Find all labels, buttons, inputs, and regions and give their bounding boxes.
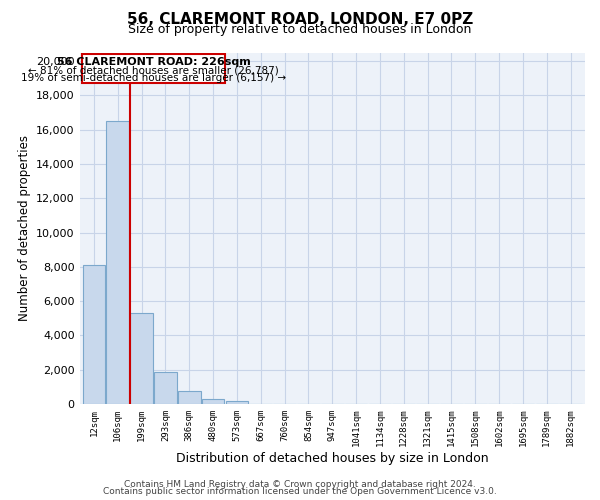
Bar: [226, 400, 248, 404]
Bar: [178, 390, 200, 404]
Bar: [83, 265, 105, 404]
Text: 56, CLAREMONT ROAD, LONDON, E7 0PZ: 56, CLAREMONT ROAD, LONDON, E7 0PZ: [127, 12, 473, 28]
FancyBboxPatch shape: [82, 54, 225, 84]
Bar: [154, 372, 177, 404]
Bar: [130, 313, 153, 404]
Y-axis label: Number of detached properties: Number of detached properties: [17, 135, 31, 321]
Bar: [106, 121, 129, 404]
Text: 19% of semi-detached houses are larger (6,157) →: 19% of semi-detached houses are larger (…: [21, 73, 286, 83]
Text: Contains public sector information licensed under the Open Government Licence v3: Contains public sector information licen…: [103, 488, 497, 496]
Text: Size of property relative to detached houses in London: Size of property relative to detached ho…: [128, 22, 472, 36]
Text: 56 CLAREMONT ROAD: 226sqm: 56 CLAREMONT ROAD: 226sqm: [56, 56, 250, 66]
Text: Contains HM Land Registry data © Crown copyright and database right 2024.: Contains HM Land Registry data © Crown c…: [124, 480, 476, 489]
Bar: [202, 399, 224, 404]
Text: ← 81% of detached houses are smaller (26,787): ← 81% of detached houses are smaller (26…: [28, 65, 279, 75]
X-axis label: Distribution of detached houses by size in London: Distribution of detached houses by size …: [176, 452, 488, 465]
